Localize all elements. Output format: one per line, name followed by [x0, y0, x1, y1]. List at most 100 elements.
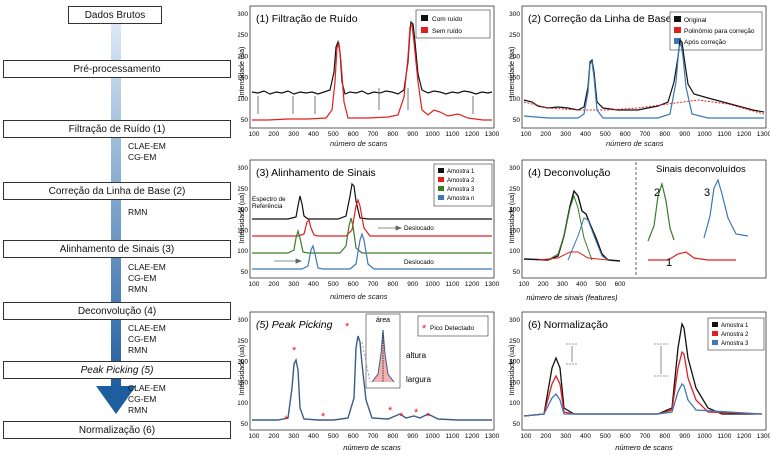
x-tick-label: 400 [308, 131, 319, 138]
y-tick-label: 150 [238, 227, 248, 234]
y-tick-label: 50 [241, 117, 249, 124]
x-tick-label: 100 [521, 131, 532, 138]
svg-text:*: * [414, 407, 419, 419]
x-tick-label: 600 [348, 131, 359, 138]
panel-normalization: Intensidade (ua) (6) Normalização Amostr… [509, 311, 770, 452]
series-samplen [252, 232, 492, 270]
x-tick-label: 1300 [757, 433, 770, 440]
series-sample1 [252, 182, 492, 220]
x-tick-label: 500 [328, 281, 339, 288]
x-tick-label: 100 [519, 281, 530, 288]
legend-label-sample2: Amostra 2 [447, 178, 475, 184]
x-tick-label: 400 [580, 131, 591, 138]
y-tick-label: 250 [238, 186, 248, 193]
y-tick-label: 200 [238, 207, 248, 214]
y-tick-label: 300 [509, 317, 520, 324]
x-tick-label: 600 [348, 433, 359, 440]
y-tick-labels: 50 100 150 200 250 300 [238, 165, 248, 276]
series-sample1 [523, 321, 762, 417]
x-tick-label: 1200 [737, 433, 752, 440]
x-tick-label: 600 [615, 281, 626, 288]
y-axis-label: Intensidade (ua) [239, 47, 246, 98]
x-tick-label: 500 [328, 433, 339, 440]
tech-list-1: CLAE-EM CG-EM [128, 141, 166, 162]
y-tick-label: 250 [238, 338, 248, 345]
deconv-num-2: 2 [654, 187, 660, 199]
y-axis-label: Intensidade (ua) [509, 193, 516, 244]
y-tick-label: 150 [509, 379, 520, 386]
y-tick-label: 300 [509, 165, 520, 172]
x-tick-label: 100 [249, 281, 260, 288]
y-tick-label: 200 [509, 53, 520, 60]
x-tick-label: 500 [328, 131, 339, 138]
x-tick-label: 100 [249, 433, 260, 440]
x-tick-label: 700 [640, 433, 651, 440]
x-tick-label: 900 [679, 433, 690, 440]
legend-label-peak: Pico Detectado [430, 325, 474, 332]
tech-list-2: RMN [128, 207, 148, 217]
x-axis-label-p1: número de scans [330, 139, 388, 148]
plot-frame [521, 5, 767, 129]
step-peak-picking: Peak Picking (5) [3, 361, 231, 379]
series-sample3 [252, 217, 492, 254]
plot-frame [249, 311, 495, 431]
svg-text:*: * [426, 411, 431, 423]
svg-text:*: * [321, 411, 326, 423]
x-tick-label: 1000 [425, 281, 440, 288]
x-tick-label: 400 [308, 281, 319, 288]
y-axis-label: Intensidade (ua) [509, 47, 516, 98]
y-tick-labels: 50 100 150 200 250 300 [509, 317, 520, 428]
series-clean [252, 23, 492, 121]
x-tick-label: 700 [368, 131, 379, 138]
y-tick-label: 250 [509, 186, 520, 193]
x-tick-label: 200 [268, 433, 279, 440]
x-tick-label: 1100 [717, 433, 731, 440]
width-label: largura [406, 375, 431, 384]
legend-label-corrected: Após correção [684, 39, 726, 46]
legend-swatch-original [674, 16, 681, 22]
panel-noise-filtering: Intensidade (ua) (1) Filtração de Ruído … [238, 5, 500, 138]
y-tick-label: 50 [513, 117, 521, 124]
x-tick-label: 800 [387, 433, 398, 440]
x-tick-label: 1200 [737, 131, 752, 138]
x-tick-label: 700 [368, 281, 379, 288]
plot-frame [249, 5, 495, 129]
x-tick-label: 700 [368, 433, 379, 440]
panel-title: (4) Deconvolução [528, 167, 610, 179]
legend-label-sample3: Amostra 3 [447, 187, 475, 193]
legend-swatch-sample1 [712, 322, 718, 327]
svg-text:*: * [345, 321, 350, 333]
y-tick-label: 100 [238, 248, 248, 255]
legend: Original Polinômio para correção Após co… [669, 11, 763, 51]
y-tick-label: 200 [509, 207, 520, 214]
series-sample3 [523, 382, 763, 417]
series-original [523, 38, 765, 113]
y-tick-label: 100 [238, 400, 248, 407]
x-tick-label: 100 [249, 131, 260, 138]
y-tick-label: 200 [238, 53, 248, 60]
y-axis-label: Intensidade (ua) [509, 345, 516, 396]
flow-connector [96, 24, 136, 414]
x-tick-label: 200 [268, 281, 279, 288]
x-tick-label: 1300 [757, 131, 770, 138]
plot-frame [521, 159, 767, 279]
x-tick-labels: 100 200 300 400 500 600 700 800 900 1000 1100 1200 1… [249, 433, 500, 440]
legend-label-clean: Sem ruído [432, 28, 462, 35]
deconvolved-title: Sinais deconvoluídos [656, 164, 746, 175]
shift-label-2: Deslocado [404, 259, 434, 266]
y-tick-label: 50 [241, 269, 249, 276]
svg-text:*: * [284, 414, 289, 426]
legend-star-icon: * [422, 323, 427, 335]
x-tick-label: 1000 [697, 131, 712, 138]
x-axis-label: número de sinais (features) [526, 293, 618, 302]
x-tick-labels: 100 200 300 400 500 600 700 800 900 1000 1100 1200 1… [521, 433, 770, 440]
y-tick-label: 200 [509, 359, 520, 366]
x-tick-label: 200 [540, 433, 551, 440]
normalization-arrows [566, 343, 668, 377]
x-tick-labels: 100 200 300 400 500 600 700 800 900 1000 1100 1200 1… [521, 131, 770, 138]
deconv-signal-1 [648, 251, 736, 261]
legend-swatch-samplen [438, 195, 444, 200]
legend-label-polynomial: Polinômio para correção [684, 28, 755, 35]
x-tick-label: 1300 [485, 131, 500, 138]
step-baseline-correction: Correção da Linha de Base (2) [3, 182, 231, 200]
